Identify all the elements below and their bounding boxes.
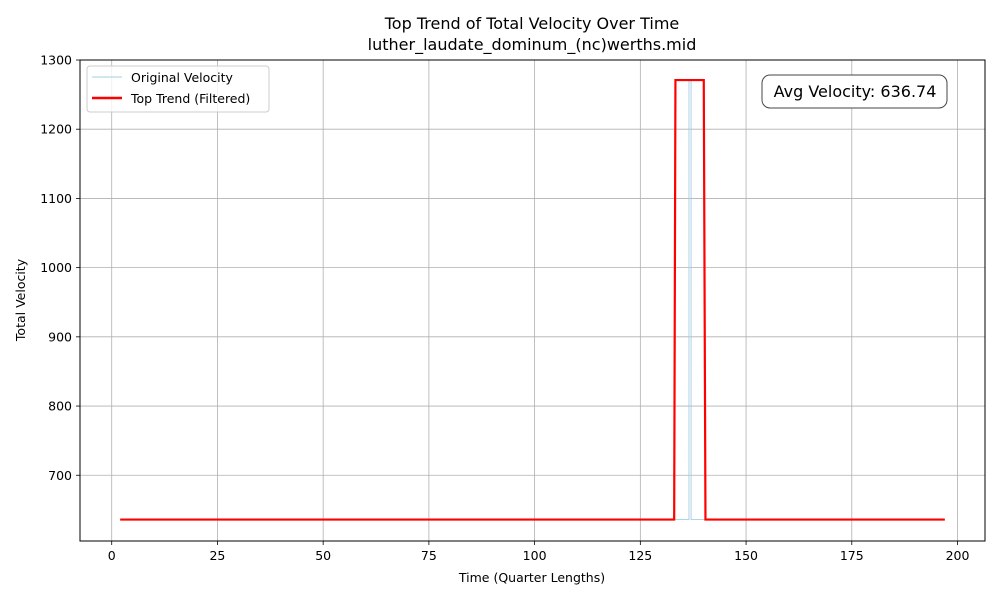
legend: Original Velocity Top Trend (Filtered) <box>86 65 270 113</box>
plot-frame <box>79 59 986 542</box>
y-axis-label: Total Velocity <box>13 258 28 342</box>
avg-velocity-text: Avg Velocity: 636.74 <box>774 82 937 101</box>
legend-box <box>86 65 270 113</box>
chart-title: Top Trend of Total Velocity Over Time <box>384 14 680 33</box>
x-tick-label: 150 <box>734 548 758 563</box>
x-tick-label: 25 <box>209 548 225 563</box>
x-tick-label: 200 <box>946 548 970 563</box>
x-tick-label: 50 <box>315 548 331 563</box>
legend-label-trend: Top Trend (Filtered) <box>130 91 250 106</box>
y-axis-ticks: 700 800 900 1000 1100 1200 1300 <box>40 53 80 483</box>
y-tick-label: 1300 <box>40 53 72 68</box>
grid-lines <box>80 59 985 541</box>
y-tick-label: 1200 <box>40 122 72 137</box>
x-tick-label: 0 <box>108 548 116 563</box>
series-layer <box>120 78 945 521</box>
y-tick-label: 1100 <box>40 191 72 206</box>
legend-label-original: Original Velocity <box>131 70 234 85</box>
y-tick-label: 800 <box>48 399 72 414</box>
chart-subtitle: luther_laudate_dominum_(nc)werths.mid <box>368 35 697 55</box>
avg-velocity-annotation: Avg Velocity: 636.74 <box>761 74 948 109</box>
avg-velocity-box <box>761 74 948 109</box>
x-tick-label: 125 <box>628 548 652 563</box>
x-tick-label: 100 <box>523 548 547 563</box>
original-velocity-line <box>120 80 945 520</box>
x-axis-ticks: 0 25 50 75 100 125 150 175 200 <box>108 541 970 563</box>
x-tick-label: 75 <box>421 548 437 563</box>
y-tick-label: 900 <box>48 329 72 344</box>
x-axis-label: Time (Quarter Lengths) <box>458 570 605 585</box>
top-trend-line <box>120 78 945 521</box>
y-tick-label: 1000 <box>40 260 72 275</box>
x-tick-label: 175 <box>840 548 864 563</box>
y-tick-label: 700 <box>48 468 72 483</box>
